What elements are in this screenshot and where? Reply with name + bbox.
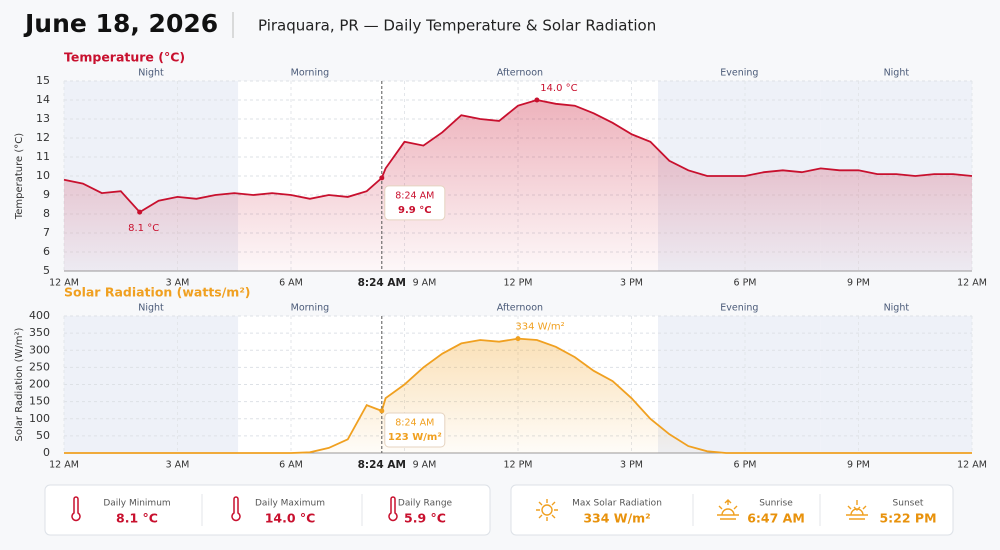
tooltip (384, 412, 446, 448)
x-tick-label: 9 AM (413, 460, 437, 471)
stat-label: Sunrise (759, 499, 793, 509)
x-tick-label: 12 PM (503, 278, 532, 289)
y-tick-label: 6 (43, 245, 50, 258)
area-fill (64, 100, 972, 271)
period-label: Evening (720, 68, 758, 79)
tooltip-value: 9.9 °C (398, 205, 432, 216)
period-label: Morning (291, 303, 329, 314)
thermometer-icons (71, 496, 398, 522)
x-tick-label: 6 PM (734, 278, 757, 289)
x-tick-label: 12 AM (957, 460, 987, 471)
x-tick-label: 12 AM (49, 278, 79, 289)
stat-value: 5:22 PM (879, 511, 936, 526)
period-band (657, 316, 821, 453)
solar-card: Max Solar Radiation 334 W/m² Sunrise 6:4… (510, 484, 954, 536)
x-tick-label: 9 PM (847, 460, 870, 471)
stat-value: 6:47 AM (747, 511, 805, 526)
y-tick-label: 150 (29, 395, 50, 408)
x-tick-label: 3 AM (166, 460, 190, 471)
temperature-card: Daily Minimum 8.1 °C Daily Maximum 14.0 … (44, 484, 491, 536)
stat-value: 14.0 °C (265, 511, 316, 526)
y-tick-label: 5 (43, 264, 50, 277)
y-tick-label: 10 (36, 169, 50, 182)
x-tick-label: 3 PM (620, 460, 643, 471)
period-label: Morning (291, 68, 329, 79)
period-label: Afternoon (497, 303, 543, 314)
y-axis-label: Temperature (°C) (14, 133, 25, 220)
annotation-label: 334 W/m² (515, 322, 564, 333)
x-tick-label: 6 AM (279, 460, 303, 471)
period-label: Night (884, 303, 910, 314)
period-label: Evening (720, 303, 758, 314)
y-tick-label: 300 (29, 343, 50, 356)
stat-label: Max Solar Radiation (572, 499, 662, 509)
x-tick-label: 3 AM (166, 278, 190, 289)
y-tick-label: 400 (29, 309, 50, 322)
y-tick-label: 100 (29, 412, 50, 425)
page-title: Piraquara, PR — Daily Temperature & Sola… (258, 17, 656, 35)
tooltip-value: 123 W/m² (388, 432, 442, 443)
x-tick-label: 12 PM (503, 460, 532, 471)
tooltip-time: 8:24 AM (395, 190, 434, 201)
y-axis-label: Solar Radiation (W/m²) (14, 327, 25, 441)
annotation-point (515, 336, 521, 342)
period-label: Night (884, 68, 910, 79)
stat-value: 334 W/m² (583, 511, 650, 526)
y-tick-label: 0 (43, 446, 50, 459)
annotation-point (379, 408, 385, 414)
annotation-point (137, 209, 143, 215)
x-tick-label: 3 PM (620, 278, 643, 289)
x-tick-label: 12 AM (49, 460, 79, 471)
area-fill (64, 338, 972, 453)
period-band (820, 316, 972, 453)
tooltip-time: 8:24 AM (395, 418, 434, 429)
stat-label: Daily Maximum (255, 499, 325, 509)
x-tick-label: 6 AM (279, 278, 303, 289)
y-tick-label: 350 (29, 326, 50, 339)
y-tick-label: 250 (29, 360, 50, 373)
annotation-point (379, 175, 385, 181)
x-tick-label: 9 AM (413, 278, 437, 289)
sun-icons (536, 499, 868, 521)
cursor-label: 8:24 AM (358, 459, 406, 471)
card (44, 484, 491, 536)
chart-title: Solar Radiation (watts/m²) (64, 285, 251, 300)
annotation-label: 14.0 °C (540, 83, 577, 94)
stat-label: Sunset (893, 499, 924, 509)
y-tick-label: 8 (43, 207, 50, 220)
y-tick-label: 15 (36, 74, 50, 87)
y-tick-label: 200 (29, 378, 50, 391)
line (64, 337, 972, 454)
y-tick-label: 13 (36, 112, 50, 125)
x-tick-label: 12 AM (957, 278, 987, 289)
cursor-label: 8:24 AM (358, 277, 406, 289)
y-tick-label: 11 (36, 150, 50, 163)
y-tick-label: 9 (43, 188, 50, 201)
tooltip (384, 185, 446, 221)
stat-label: Daily Minimum (103, 499, 170, 509)
stat-value: 5.9 °C (404, 511, 446, 526)
x-tick-label: 9 PM (847, 278, 870, 289)
x-tick-label: 6 PM (734, 460, 757, 471)
line (63, 99, 973, 214)
y-tick-label: 12 (36, 131, 50, 144)
y-tick-label: 50 (36, 429, 50, 442)
annotation-point (534, 97, 540, 103)
period-label: Night (138, 303, 164, 314)
annotation-label: 8.1 °C (128, 223, 159, 234)
stat-label: Daily Range (398, 499, 453, 509)
chart-title: Temperature (°C) (64, 50, 185, 65)
date: June 18, 2026 (23, 9, 218, 38)
y-tick-label: 14 (36, 93, 50, 106)
stat-value: 8.1 °C (116, 511, 158, 526)
period-label: Afternoon (497, 68, 543, 79)
period-label: Night (138, 68, 164, 79)
y-tick-label: 7 (43, 226, 50, 239)
